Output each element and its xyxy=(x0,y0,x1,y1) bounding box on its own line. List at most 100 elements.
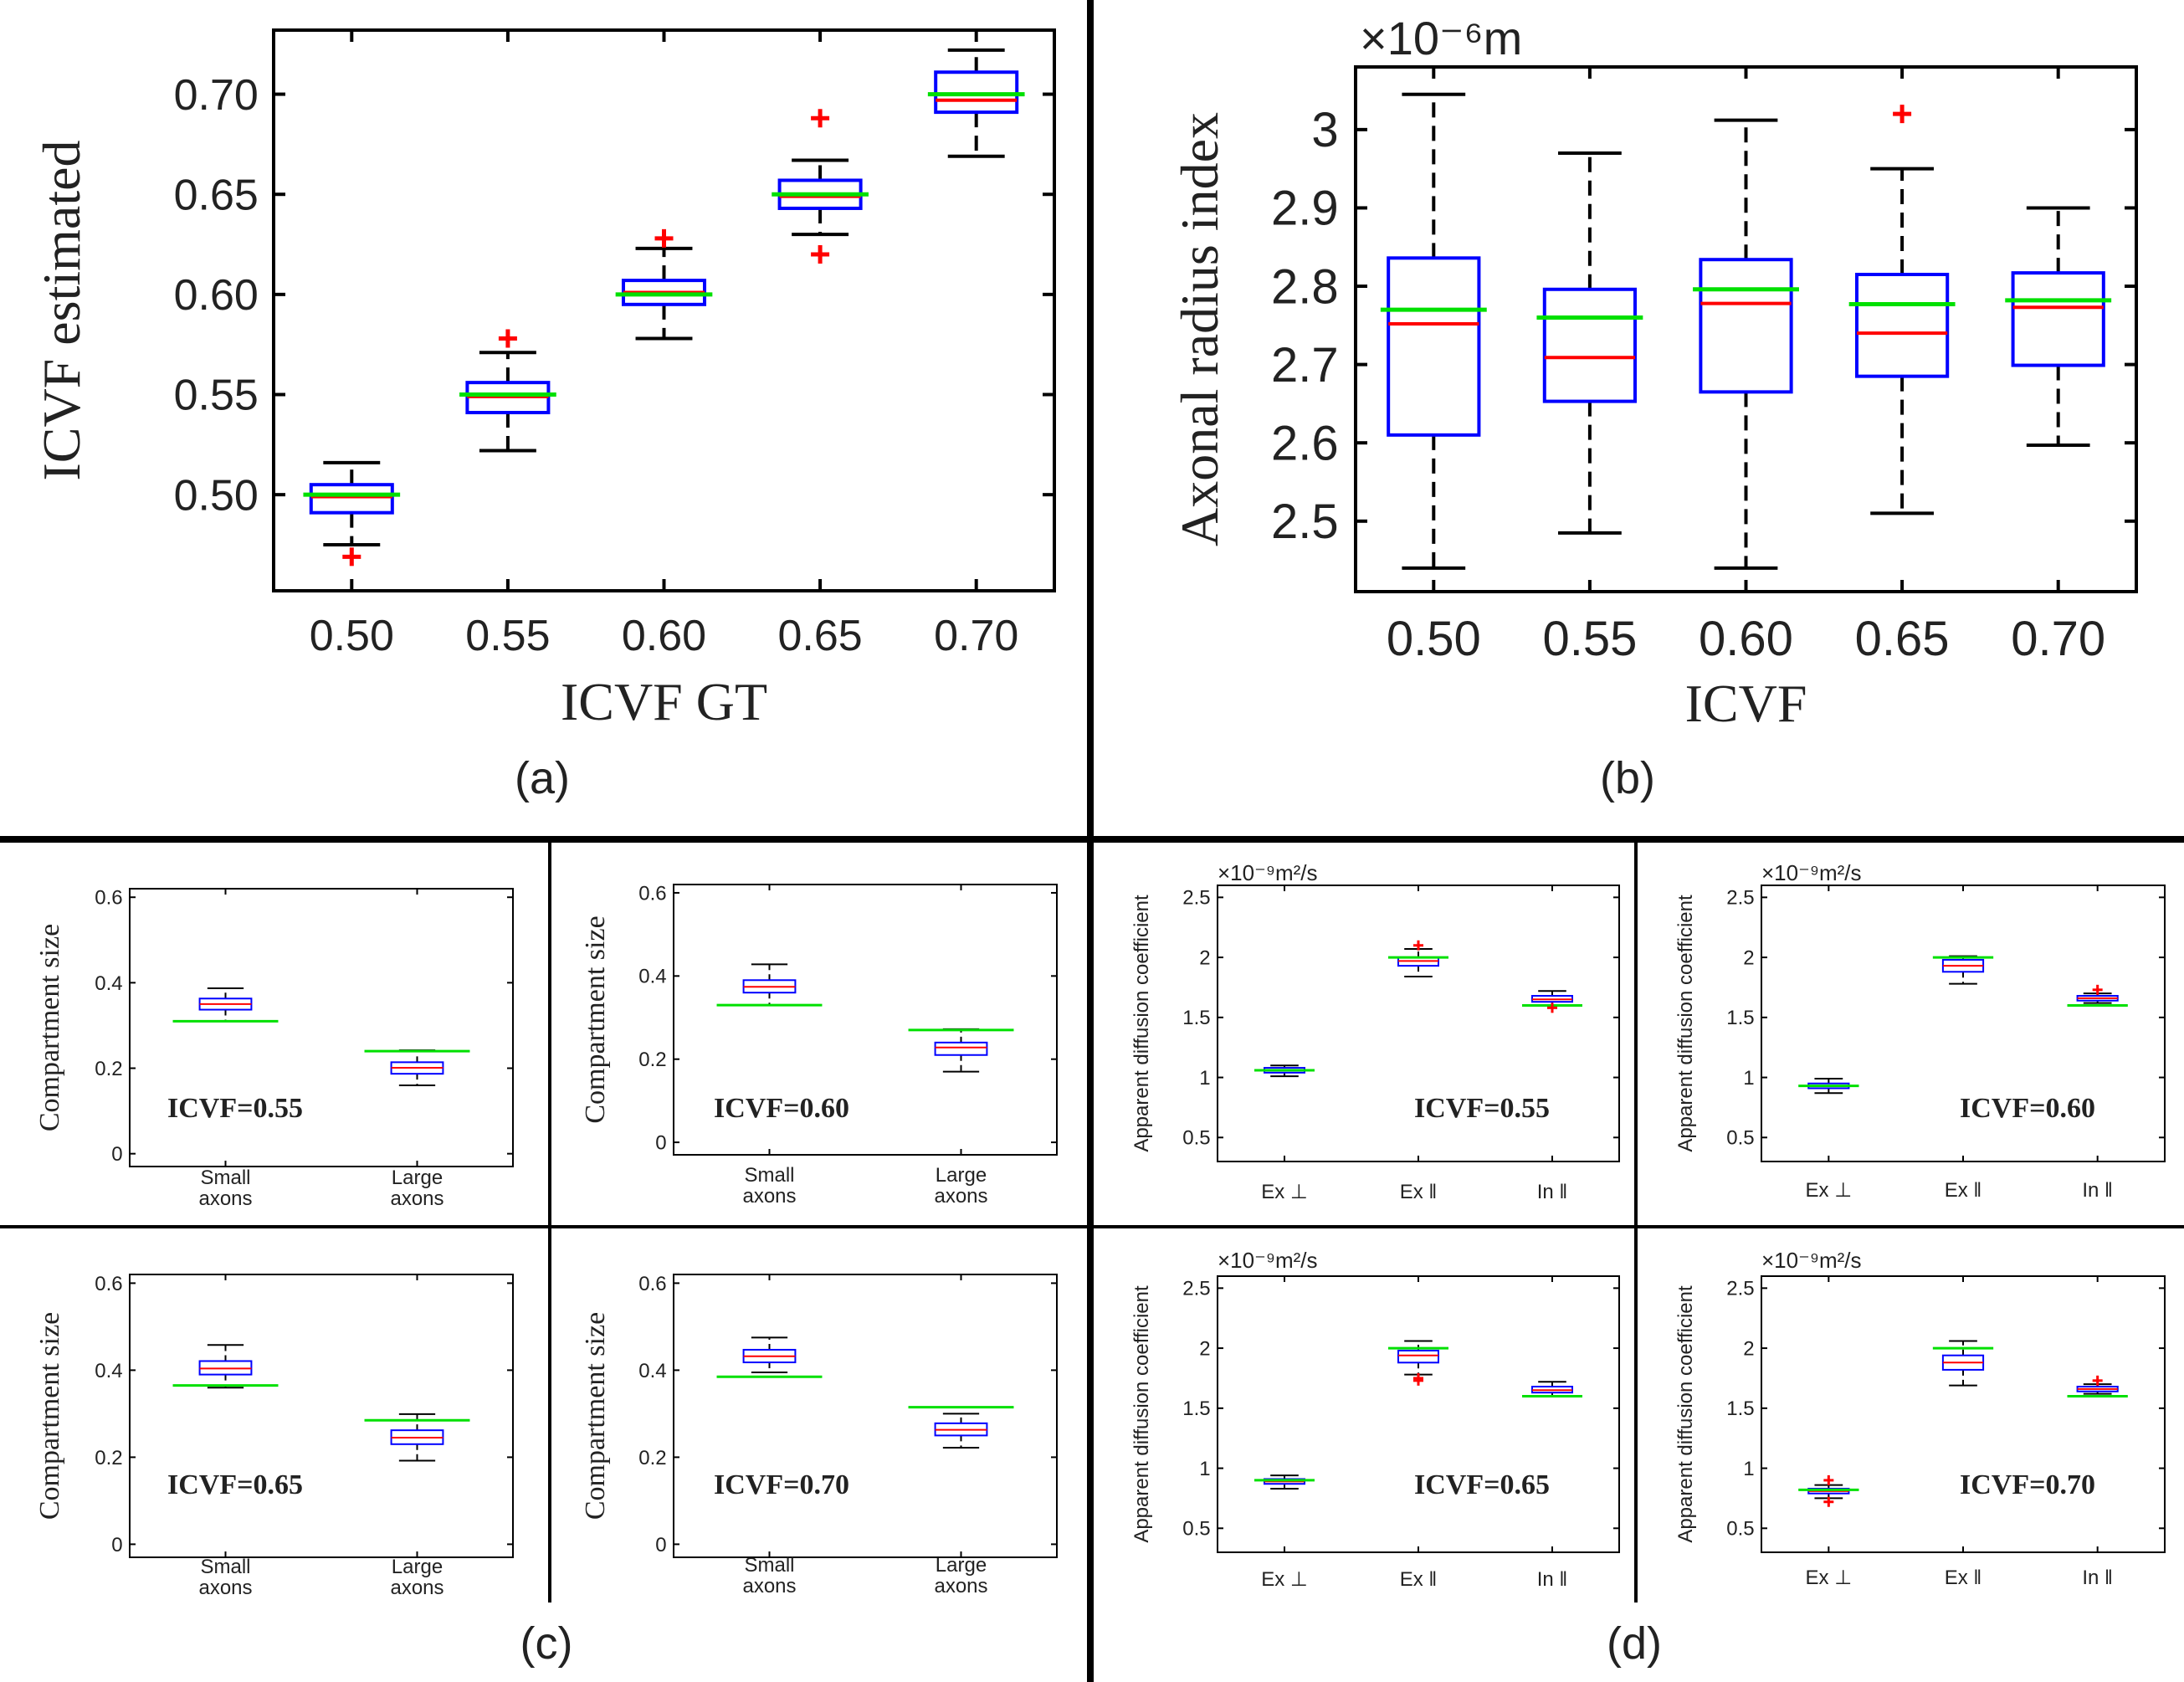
box-c1-0 xyxy=(172,987,279,1023)
box-a-2 xyxy=(615,228,713,341)
ytick-label: 0.4 xyxy=(95,972,122,995)
outlier-marker xyxy=(498,329,517,348)
axis-multiplier: ×10⁻⁹m²/s xyxy=(1218,860,1318,885)
box-d2-0 xyxy=(1798,1078,1859,1095)
outlier-marker xyxy=(1413,1372,1423,1383)
outlier-marker xyxy=(342,547,361,567)
ytick-label: 0.60 xyxy=(174,271,259,320)
axis-multiplier: ×10⁻⁹m²/s xyxy=(1761,1248,1862,1273)
icvf-inset-label: ICVF=0.60 xyxy=(1960,1093,2095,1124)
xtick-label: In ǁ xyxy=(1537,1568,1568,1591)
xtick-label: 0.70 xyxy=(934,612,1018,660)
plot-frame-c1 xyxy=(129,888,514,1167)
xtick-label: In ǁ xyxy=(2082,1567,2113,1589)
ytick-label: 2.5 xyxy=(1726,887,1754,910)
box-a-0 xyxy=(303,460,401,567)
xtick-label-line: axons xyxy=(742,1185,796,1208)
ytick-label: 0.2 xyxy=(95,1058,122,1080)
y-axis-label: Apparent diffusion coefficient xyxy=(1130,1285,1153,1543)
xtick-label: 0.60 xyxy=(622,612,706,660)
plot-frame-c3 xyxy=(129,1274,514,1558)
xtick-label: Small axons xyxy=(198,1167,252,1210)
iqr-box xyxy=(2011,271,2105,367)
ytick-label: 0.5 xyxy=(1182,1127,1210,1150)
box-b-0 xyxy=(1380,92,1487,570)
ytick-label: 0 xyxy=(111,1143,122,1166)
iqr-box xyxy=(1854,272,1950,378)
xtick-label: Ex ⊥ xyxy=(1806,1179,1853,1202)
xtick-label: Ex ǁ xyxy=(1945,1567,1982,1589)
chart-d2: 0.5 1 1.5 2 2.5 Ex ⊥ Ex ǁ In ǁ Apparent diffusio… xyxy=(1674,860,2166,1202)
ytick-label: 0.6 xyxy=(95,1273,122,1295)
xtick-label-line: axons xyxy=(390,1577,443,1599)
xtick-label-line: axons xyxy=(934,1185,987,1208)
xtick-label: 0.65 xyxy=(1855,612,1950,666)
box-b-3 xyxy=(1848,105,1956,515)
xtick-label-line: Small xyxy=(744,1554,794,1577)
ytick-label: 1.5 xyxy=(1182,1397,1210,1420)
ytick-label: 2 xyxy=(1199,946,1210,969)
ytick-label: 0.2 xyxy=(638,1447,666,1469)
box-d1-2 xyxy=(1522,990,1582,1013)
xtick-label-line: Small xyxy=(200,1556,250,1578)
xtick-label: Small axons xyxy=(198,1556,252,1599)
box-a-3 xyxy=(772,109,869,264)
outlier-marker xyxy=(2092,1375,2103,1386)
xtick-label: 0.50 xyxy=(1387,612,1481,666)
iqr-box xyxy=(1387,256,1481,437)
box-d3-0 xyxy=(1254,1474,1315,1490)
ytick-label: 0 xyxy=(111,1534,122,1556)
plots-layer: 0.500.550.600.650.700.50 0.55 0.60 0.65 0.70… xyxy=(32,12,2166,1599)
icvf-inset-label: ICVF=0.60 xyxy=(714,1093,849,1124)
xtick-label: Ex ǁ xyxy=(1400,1181,1438,1203)
y-axis-label: ICVF estimated xyxy=(32,140,91,480)
iqr-box xyxy=(309,483,394,515)
ytick-label: 0.50 xyxy=(174,471,259,520)
box-d3-1 xyxy=(1388,1340,1448,1386)
outlier-marker xyxy=(1547,1003,1557,1013)
ytick-label: 2 xyxy=(1743,1337,1754,1360)
xtick-label-line: axons xyxy=(390,1187,443,1210)
ytick-label: 1 xyxy=(1743,1067,1754,1090)
box-d1-1 xyxy=(1388,940,1448,978)
ytick-label: 0.55 xyxy=(174,372,259,420)
plot-frame-c2 xyxy=(673,884,1058,1156)
ytick-label: 2.9 xyxy=(1271,182,1339,236)
xtick-label: Ex ⊥ xyxy=(1806,1567,1853,1589)
icvf-inset-label: ICVF=0.55 xyxy=(167,1093,303,1124)
axis-multiplier: ×10⁻⁹m²/s xyxy=(1761,860,1862,885)
box-b-1 xyxy=(1536,151,1643,535)
ytick-label: 0 xyxy=(655,1131,666,1154)
ytick-label: 0.2 xyxy=(638,1049,666,1071)
ytick-label: 0 xyxy=(655,1534,666,1556)
xtick-label: Large axons xyxy=(934,1164,987,1208)
ytick-label: 1.5 xyxy=(1726,1007,1754,1029)
xtick-label-line: Large xyxy=(936,1554,987,1577)
xtick-label-line: Large xyxy=(392,1556,443,1578)
box-d2-2 xyxy=(2067,984,2128,1007)
outlier-marker xyxy=(1893,105,1912,124)
ytick-label: 1.5 xyxy=(1182,1007,1210,1029)
ytick-label: 0.4 xyxy=(638,1360,666,1382)
box-c2-0 xyxy=(716,963,823,1007)
xtick-label-line: Large xyxy=(936,1164,987,1187)
chart-a: 0.50 0.55 0.60 0.65 0.70 0.50 0.55 0.60 0.65 0.70… xyxy=(32,28,1056,731)
xtick-label: 0.65 xyxy=(777,612,862,660)
xtick-label-line: axons xyxy=(198,1187,252,1210)
outlier-marker xyxy=(2092,984,2103,995)
xtick-label: In ǁ xyxy=(1537,1181,1568,1203)
ytick-label: 0.4 xyxy=(95,1360,122,1382)
outlier-marker xyxy=(1823,1496,1834,1507)
axis-multiplier: ×10⁻⁶m xyxy=(1360,12,1522,64)
ytick-label: 0.65 xyxy=(174,171,259,219)
xtick-label: Small axons xyxy=(742,1554,796,1597)
chart-b: 2.5 2.6 2.7 2.8 2.9 3 0.50 0.55 0.60 0.65 0.70 Axon… xyxy=(1170,12,2138,733)
panel-label-d: (d) xyxy=(1607,1618,1662,1669)
ytick-label: 0.5 xyxy=(1726,1127,1754,1150)
plot-frame-d3 xyxy=(1217,1275,1620,1553)
iqr-box xyxy=(1699,258,1793,394)
outlier-marker xyxy=(811,109,830,128)
